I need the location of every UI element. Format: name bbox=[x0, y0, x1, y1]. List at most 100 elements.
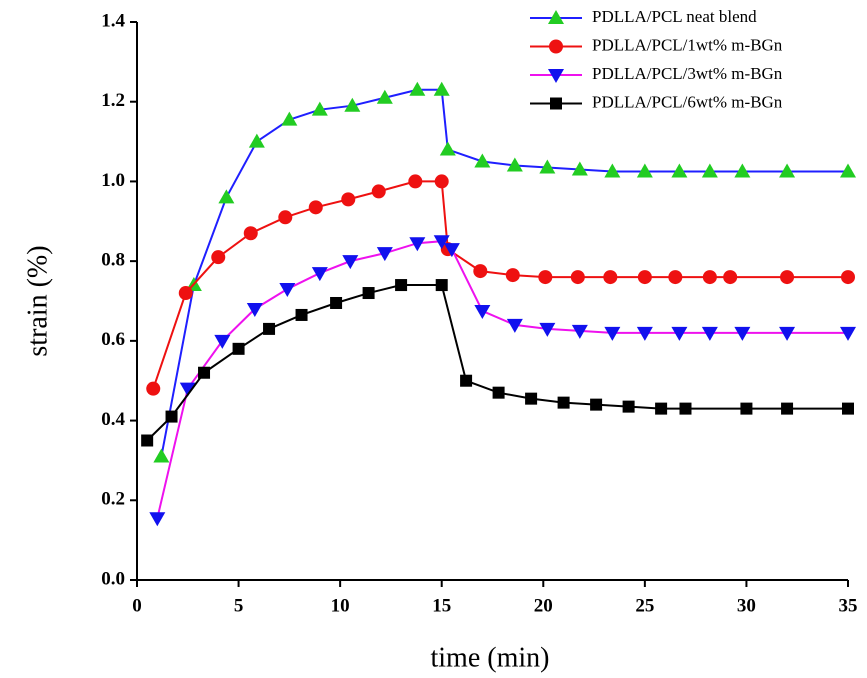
legend-label: PDLLA/PCL/6wt% m-BGn bbox=[592, 92, 783, 111]
marker bbox=[460, 374, 473, 387]
y-tick-label: 0.0 bbox=[101, 568, 125, 589]
marker bbox=[141, 434, 154, 447]
x-tick-label: 20 bbox=[534, 595, 553, 616]
marker bbox=[604, 163, 621, 178]
marker bbox=[341, 192, 356, 207]
x-axis-title: time (min) bbox=[431, 642, 550, 673]
marker bbox=[433, 81, 450, 96]
marker bbox=[781, 402, 794, 415]
marker bbox=[557, 396, 570, 409]
marker bbox=[179, 382, 196, 397]
marker bbox=[435, 279, 448, 292]
marker bbox=[603, 270, 618, 285]
marker bbox=[153, 448, 170, 463]
legend-label: PDLLA/PCL/3wt% m-BGn bbox=[592, 64, 783, 83]
marker bbox=[218, 189, 235, 204]
marker bbox=[308, 200, 323, 215]
marker bbox=[248, 133, 265, 148]
y-tick-label: 0.4 bbox=[101, 409, 125, 430]
marker bbox=[671, 326, 688, 341]
marker bbox=[439, 141, 456, 156]
marker bbox=[671, 163, 688, 178]
marker bbox=[779, 163, 796, 178]
marker bbox=[539, 159, 556, 174]
marker bbox=[295, 308, 308, 321]
marker bbox=[492, 386, 505, 399]
y-tick-label: 0.6 bbox=[101, 329, 125, 350]
marker bbox=[165, 410, 178, 423]
y-axis-title: strain (%) bbox=[22, 245, 53, 356]
legend-marker bbox=[549, 39, 563, 54]
marker bbox=[740, 402, 753, 415]
marker bbox=[474, 153, 491, 168]
marker bbox=[263, 322, 276, 335]
marker bbox=[433, 235, 450, 250]
marker bbox=[571, 324, 588, 339]
marker bbox=[538, 270, 553, 285]
marker bbox=[668, 270, 683, 285]
marker bbox=[473, 264, 488, 279]
marker bbox=[278, 210, 293, 225]
marker bbox=[840, 326, 856, 341]
marker bbox=[409, 237, 426, 252]
marker bbox=[636, 163, 653, 178]
x-tick-label: 5 bbox=[234, 595, 244, 616]
marker bbox=[211, 250, 226, 265]
marker bbox=[376, 247, 393, 262]
series-line bbox=[160, 88, 848, 457]
marker bbox=[840, 163, 856, 178]
marker bbox=[409, 81, 426, 96]
marker bbox=[214, 334, 231, 349]
marker bbox=[841, 270, 855, 285]
y-tick-label: 0.2 bbox=[101, 489, 125, 510]
marker bbox=[474, 304, 491, 319]
x-tick-label: 15 bbox=[432, 595, 451, 616]
marker bbox=[701, 326, 718, 341]
legend-marker bbox=[550, 97, 562, 110]
marker bbox=[281, 111, 298, 126]
x-tick-label: 10 bbox=[331, 595, 350, 616]
marker bbox=[701, 163, 718, 178]
legend-label: PDLLA/PCL/1wt% m-BGn bbox=[592, 35, 783, 54]
marker bbox=[342, 255, 359, 270]
marker bbox=[842, 402, 854, 415]
series-line bbox=[152, 180, 848, 390]
y-tick-label: 1.2 bbox=[101, 90, 125, 111]
x-tick-label: 0 bbox=[132, 595, 142, 616]
marker bbox=[539, 322, 556, 337]
marker bbox=[408, 174, 423, 189]
marker bbox=[311, 101, 328, 116]
marker bbox=[655, 402, 668, 415]
marker bbox=[723, 270, 738, 285]
y-tick-label: 0.8 bbox=[101, 250, 125, 271]
marker bbox=[570, 270, 585, 285]
marker bbox=[702, 270, 717, 285]
x-tick-label: 25 bbox=[635, 595, 654, 616]
marker bbox=[734, 163, 751, 178]
y-tick-label: 1.0 bbox=[101, 170, 125, 191]
marker bbox=[571, 161, 588, 176]
marker bbox=[506, 157, 523, 172]
marker bbox=[443, 243, 460, 258]
legend-label: PDLLA/PCL neat blend bbox=[592, 7, 757, 26]
legend-marker bbox=[548, 69, 564, 83]
marker bbox=[590, 398, 603, 411]
marker bbox=[149, 512, 166, 527]
marker bbox=[232, 342, 245, 355]
marker bbox=[198, 366, 211, 379]
marker bbox=[395, 279, 408, 292]
marker bbox=[330, 296, 343, 309]
marker bbox=[434, 174, 449, 189]
marker bbox=[246, 302, 263, 317]
series-line bbox=[156, 240, 848, 519]
marker bbox=[636, 326, 653, 341]
marker bbox=[371, 184, 386, 199]
marker bbox=[178, 286, 193, 301]
marker bbox=[604, 326, 621, 341]
marker bbox=[637, 270, 652, 285]
marker bbox=[279, 283, 296, 298]
marker bbox=[679, 402, 692, 415]
marker bbox=[622, 400, 635, 413]
marker bbox=[505, 268, 520, 283]
legend-marker bbox=[548, 10, 564, 24]
